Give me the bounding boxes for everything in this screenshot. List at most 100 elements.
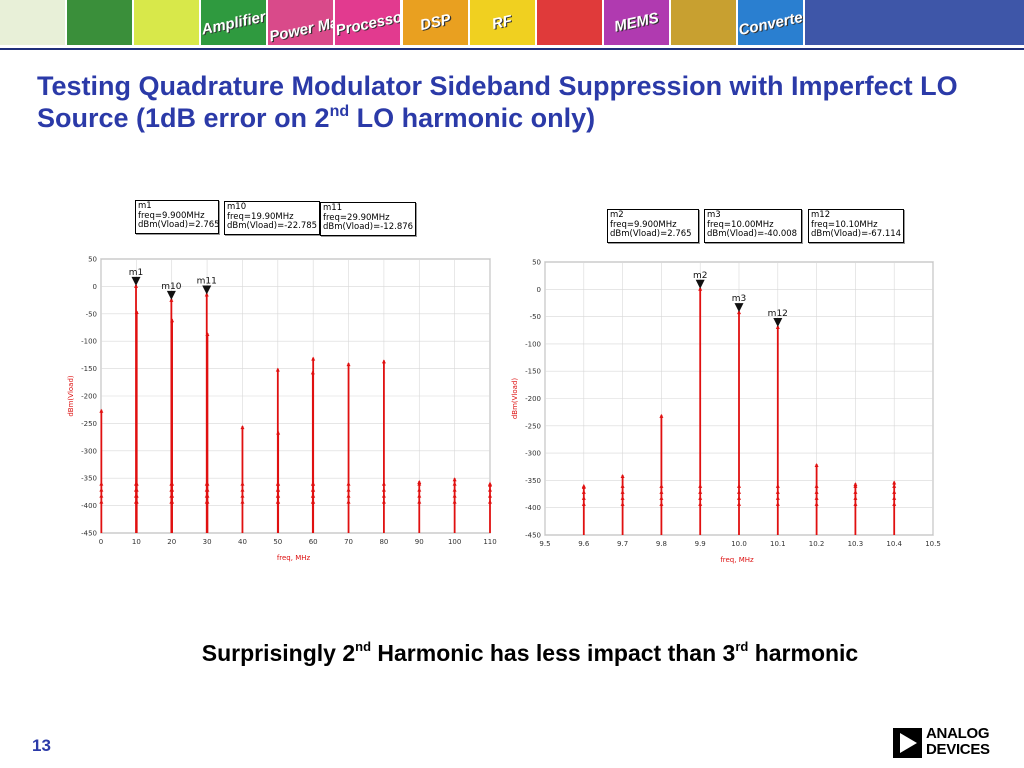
noise-floor-mark (240, 481, 245, 486)
noise-floor-mark (659, 489, 664, 494)
noise-floor-mark (99, 487, 104, 492)
noise-floor-mark (240, 499, 245, 504)
marker-box-name: m1 (138, 201, 152, 211)
y-tick-label: 0 (537, 286, 541, 294)
spectral-peak-mark (170, 318, 175, 323)
marker-m3-triangle (734, 303, 744, 313)
spectral-peak-mark (275, 367, 280, 372)
banner-tile: Converters (737, 0, 803, 45)
spectral-peak-mark (892, 480, 897, 485)
subtitle-superscript-a: nd (355, 639, 372, 654)
noise-floor-mark (134, 487, 139, 492)
marker-m1-label: m1 (129, 268, 144, 278)
marker-box-m2: m2 freq=9.900MHz dBm(Vload)=2.765 (607, 209, 699, 243)
y-tick-label: -150 (81, 365, 97, 373)
x-tick-label: 40 (238, 538, 247, 546)
marker-box-m10: m10 freq=19.90MHz dBm(Vload)=-22.785 (224, 201, 320, 235)
marker-m2-label: m2 (693, 271, 708, 281)
x-tick-label: 10.0 (731, 540, 747, 548)
spectral-peak-mark (134, 310, 139, 315)
x-tick-label: 80 (379, 538, 388, 546)
noise-floor-mark (659, 495, 664, 500)
noise-floor-mark (659, 501, 664, 506)
noise-floor-mark (240, 487, 245, 492)
marker-box-name: m12 (811, 210, 831, 220)
noise-floor-mark (346, 493, 351, 498)
banner-tile: Processors (335, 0, 401, 45)
spectral-peak-mark (205, 331, 210, 336)
x-tick-label: 110 (483, 538, 496, 546)
spectral-peak-mark (659, 413, 664, 418)
y-tick-label: -450 (525, 532, 541, 540)
x-tick-label: 90 (415, 538, 424, 546)
noise-floor-mark (417, 481, 422, 486)
banner-tile: Power Management (268, 0, 334, 45)
y-tick-label: -200 (81, 393, 97, 401)
banner-tile: DSP (402, 0, 468, 45)
marker-m10-label: m10 (161, 282, 181, 292)
x-tick-label: 0 (99, 538, 103, 546)
marker-box-name: m11 (323, 203, 343, 213)
noise-floor-mark (381, 499, 386, 504)
noise-floor-mark (240, 493, 245, 498)
subtitle-superscript-b: rd (735, 639, 749, 654)
noise-floor-mark (659, 483, 664, 488)
y-tick-label: -400 (525, 504, 541, 512)
page-number: 13 (32, 736, 51, 755)
y-tick-label: -200 (525, 395, 541, 403)
noise-floor-mark (581, 501, 586, 506)
banner-rule (0, 48, 1024, 50)
x-tick-label: 50 (273, 538, 282, 546)
title-superscript: nd (329, 103, 350, 120)
x-tick-label: 30 (203, 538, 212, 546)
noise-floor-mark (99, 499, 104, 504)
noise-floor-mark (310, 487, 315, 492)
noise-floor-mark (346, 481, 351, 486)
marker-m11-triangle (202, 285, 212, 295)
noise-floor-mark (276, 487, 281, 492)
marker-box-freq: freq=19.90MHz (227, 211, 294, 222)
banner-tile (67, 0, 133, 45)
x-tick-label: 70 (344, 538, 353, 546)
x-tick-label: 9.5 (539, 540, 550, 548)
noise-floor-mark (310, 493, 315, 498)
marker-box-freq: freq=10.00MHz (707, 219, 774, 230)
x-tick-label: 9.9 (695, 540, 706, 548)
marker-m1-triangle (131, 276, 141, 286)
x-tick-label: 100 (448, 538, 461, 546)
marker-box-value: dBm(Vload)=-67.114 (811, 229, 902, 239)
noise-floor-mark (620, 501, 625, 506)
noise-floor-mark (775, 489, 780, 494)
y-tick-label: -300 (81, 447, 97, 455)
noise-floor-mark (134, 481, 139, 486)
x-tick-label: 60 (309, 538, 318, 546)
noise-floor-mark (205, 499, 210, 504)
noise-floor-mark (170, 487, 175, 492)
noise-floor-mark (381, 487, 386, 492)
noise-floor-mark (737, 501, 741, 506)
noise-floor-mark (205, 487, 210, 492)
marker-box-freq: freq=9.900MHz (138, 210, 205, 221)
marker-box-m3: m3 freq=10.00MHz dBm(Vload)=-40.008 (704, 209, 802, 243)
noise-floor-mark (310, 481, 315, 486)
noise-floor-mark (276, 499, 281, 504)
noise-floor-mark (488, 481, 492, 486)
slide-subtitle: Surprisingly 2nd Harmonic has less impac… (0, 640, 1024, 667)
x-tick-label: 10.1 (770, 540, 786, 548)
noise-floor-mark (814, 501, 819, 506)
noise-floor-mark (892, 489, 897, 494)
noise-floor-mark (452, 493, 457, 498)
y-tick-label: -300 (525, 450, 541, 458)
spectral-peak-mark (276, 430, 281, 435)
subtitle-text-a: Surprisingly 2 (201, 640, 356, 666)
noise-floor-mark (488, 493, 492, 498)
subtitle-text-c: harmonic (748, 640, 859, 666)
noise-floor-mark (452, 481, 457, 486)
y-tick-label: -450 (81, 530, 97, 538)
x-tick-label: 9.8 (656, 540, 667, 548)
noise-floor-mark (381, 493, 386, 498)
noise-floor-mark (737, 489, 741, 494)
noise-floor-mark (99, 493, 104, 498)
marker-box-value: dBm(Vload)=-22.785 (227, 221, 318, 231)
x-tick-label: 9.7 (617, 540, 628, 548)
